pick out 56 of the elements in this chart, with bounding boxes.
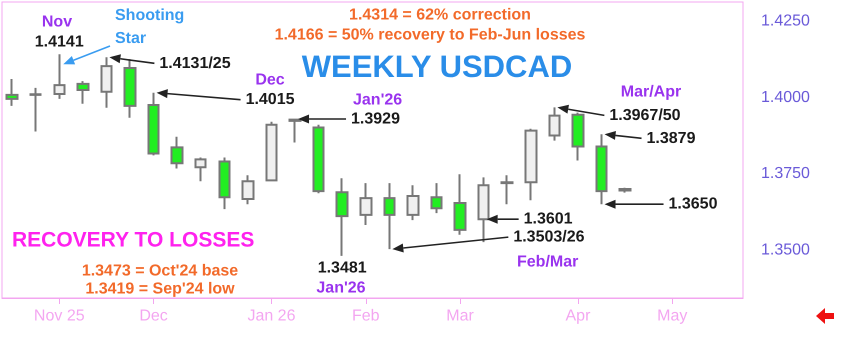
x-tick-label: Jan 26 [247,308,296,324]
annotation: 1.3503/26 [513,228,585,246]
x-tick-label: Feb [352,308,380,324]
x-tick-label: May [657,308,688,324]
annotation: RECOVERY TO LOSSES [12,228,254,252]
annotation: Nov [42,14,72,30]
candlestick [30,86,42,133]
annotation: 1.3967/50 [609,106,681,124]
annotation: Shooting Star [115,7,189,47]
candlestick [596,133,608,206]
candlestick [288,118,302,144]
candlestick [148,92,160,156]
candlestick [572,112,584,162]
y-tick-label: 1.4250 [761,12,810,30]
x-tick-label: Mar [446,308,475,324]
candlestick [406,184,420,222]
candlestick [76,80,90,105]
candlestick [242,174,254,206]
annotation: Mar/Apr [620,84,682,100]
candlestick [524,128,538,202]
x-tick-label: Nov 25 [34,308,85,324]
candlestick [336,177,348,257]
annotation: Dec [255,72,285,88]
candlestick [194,156,206,182]
candlestick [430,182,442,214]
candlestick [6,78,18,107]
annotation: 1.4015 [246,91,295,108]
text: WEEKLY USDCAD [302,49,572,84]
candlestick [124,58,136,119]
annotation: Feb/Mar [517,254,578,270]
candlestick [360,182,372,226]
candlestick [170,136,184,170]
annotation: 1.4141 [34,34,84,51]
annotation: 1.3650 [668,196,718,213]
y-tick-label: 1.3500 [761,242,810,259]
annotation: 1.3929 [351,110,400,128]
annotation: 1.3481 [318,259,367,276]
candlestick [312,124,324,194]
annotation: 1.3601 [524,210,573,228]
candlestick [500,174,514,206]
annotation: 1.3473 = Oct'24 base [82,262,238,280]
candlestick [618,186,632,194]
y-tick-label: 1.3750 [761,165,810,182]
x-tick-label: Apr [566,308,592,324]
x-tick-label: Dec [139,308,168,324]
annotation: 1.3419 = Sep'24 low [85,280,236,298]
annotation: 1.4166 = 50% recovery to Feb-Jun losses [274,26,586,44]
y-tick-label: 1.4000 [761,88,810,106]
candlestick [218,156,230,210]
candlestick [266,120,278,182]
candlestick [454,173,466,236]
annotation: Jan'26 [353,92,402,108]
annotation: 1.4131/25 [159,54,231,72]
annotation: 1.4314 = 62% correction [349,6,531,24]
annotation: 1.3879 [646,130,696,147]
annotation: Jan'26 [316,280,366,296]
